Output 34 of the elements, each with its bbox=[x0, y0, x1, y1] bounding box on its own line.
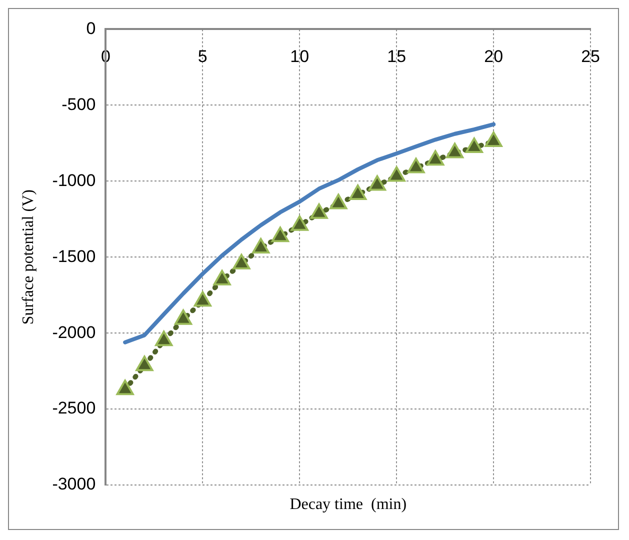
point bbox=[330, 194, 348, 210]
x-tick-label: 10 bbox=[290, 47, 310, 66]
y-axis-title: Surface potential (V) bbox=[20, 190, 37, 325]
x-tick-label: 25 bbox=[581, 47, 600, 66]
point bbox=[407, 158, 425, 174]
y-tick-label: -500 bbox=[62, 94, 96, 114]
point bbox=[426, 150, 444, 166]
x-tick-label: 15 bbox=[387, 47, 406, 66]
y-tick-label: -2000 bbox=[52, 322, 96, 342]
x-tick-label: 5 bbox=[198, 47, 208, 66]
point bbox=[213, 270, 231, 286]
y-tick-label: -1500 bbox=[52, 246, 96, 266]
point bbox=[271, 226, 290, 242]
y-tick-label: 0 bbox=[86, 18, 96, 38]
point bbox=[174, 309, 192, 325]
y-tick-label: -1000 bbox=[52, 170, 96, 190]
point bbox=[310, 203, 328, 219]
point bbox=[484, 131, 502, 147]
point bbox=[194, 291, 212, 307]
x-tick-label: 20 bbox=[484, 47, 504, 66]
point bbox=[252, 238, 270, 254]
point bbox=[290, 215, 308, 231]
point bbox=[349, 184, 367, 200]
y-tick-label: -2500 bbox=[52, 398, 96, 418]
point bbox=[368, 175, 386, 191]
point bbox=[446, 142, 464, 158]
point bbox=[388, 166, 406, 182]
point bbox=[136, 356, 154, 372]
point bbox=[155, 330, 173, 346]
point bbox=[116, 380, 134, 396]
x-axis-title: Decay time (min) bbox=[290, 496, 407, 514]
y-tick-label: -3000 bbox=[52, 474, 96, 494]
point bbox=[232, 254, 250, 270]
point bbox=[465, 138, 483, 154]
